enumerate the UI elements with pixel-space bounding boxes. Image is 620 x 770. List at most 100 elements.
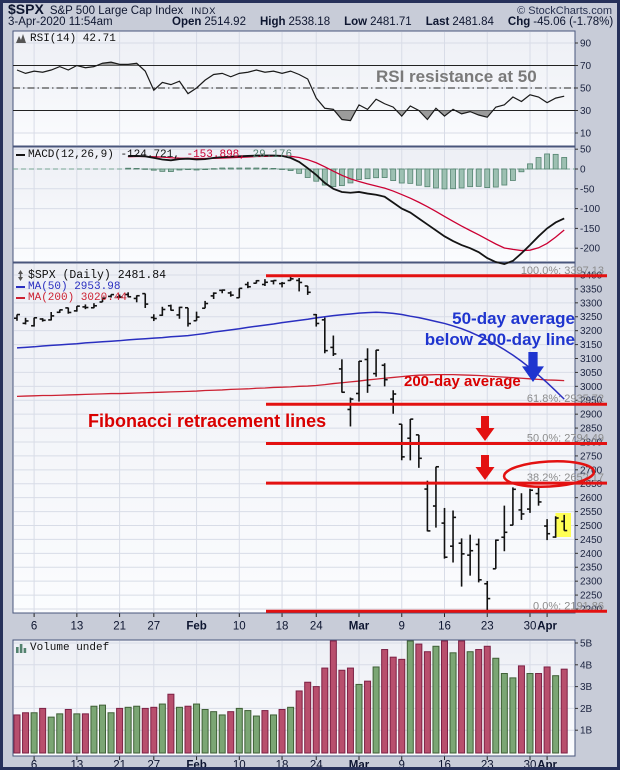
macd-legend-name: MACD(12,26,9) [28,149,114,161]
quote-last: Last 2481.84 [426,16,494,28]
x-axis-label: 6 [31,621,37,633]
volume-bar [56,713,64,754]
y-axis-label: 2250 [580,591,603,602]
volume-bar [321,667,329,754]
ma200-line [16,373,565,398]
macd-hist-bar [509,168,516,181]
y-axis-label: -150 [580,224,600,235]
macd-hist-bar [364,168,371,180]
x-axis-label: 21 [113,760,126,770]
chg-value: -45.06 (-1.78%) [533,16,614,28]
volume-bar [30,712,38,754]
volume-bar [432,645,440,754]
macd-hist-bar [467,168,474,188]
volume-bar [210,711,218,754]
x-axis-label: 30 [524,621,537,633]
volume-bar [99,704,106,754]
y-axis-label: 2900 [580,410,603,421]
y-axis-label: 2850 [580,424,603,435]
macd-hist-bar [176,168,183,171]
quote-low: Low 2481.71 [344,16,412,28]
macd-hist-bar [236,167,243,170]
volume-bar [552,675,560,754]
y-axis-label: -50 [580,184,595,195]
volume-bars-icon [16,644,27,653]
volume-bar [193,703,201,754]
volume-bar [492,657,500,754]
symbol: $SPX [8,1,44,17]
macd-hist-bar [202,168,209,171]
macd-hist-bar [185,168,191,171]
x-axis-label: Feb [186,760,206,770]
rsi-line [16,61,565,122]
volume-bar [150,706,158,754]
fib-label: 61.8%: 2935.72 [527,393,604,405]
macd-value: -124.721, [120,149,180,161]
volume-bar [201,708,209,754]
x-axis-label: 16 [438,760,451,770]
macd-hist-bar [381,168,388,178]
rsi-legend-text: RSI(14) 42.71 [30,33,116,45]
volume-bar [73,713,81,754]
chg-label: Chg [507,16,531,28]
volume-bar [415,643,423,754]
volume-bar [252,715,260,754]
x-axis-label: 24 [310,621,323,633]
ma200-swatch [16,297,25,299]
macd-hist-bar [321,168,328,186]
macd-hist-bar [535,157,542,170]
volume-bar [107,712,115,754]
x-axis-label: 24 [310,760,323,770]
ma200-legend-text: MA(200) 3020.44 [28,292,128,304]
macd-legend: MACD(12,26,9) -124.721, -153.898, 29.176 [16,149,292,161]
macd-hist-bar [441,168,448,190]
macd-hist-bar [501,168,508,186]
volume-bar [184,705,192,754]
volume-bar [81,713,89,754]
volume-bar [338,669,346,754]
y-axis-label: -100 [580,204,600,215]
volume-bar [175,706,183,754]
rsi-indicator-icon [16,34,26,43]
x-axis-label: 13 [70,621,83,633]
macd-hist-bar [253,167,260,170]
volume-bar [475,649,483,754]
x-axis-label: Apr [537,760,557,770]
blue-down-arrow [522,352,544,382]
x-axis-label: Mar [349,621,370,633]
macd-hist-bar [262,167,268,170]
macd-line-swatch [16,154,25,156]
macd-hist-bar [244,167,251,170]
last-label: Last [425,16,450,28]
volume-bar [406,640,414,754]
macd-hist-bar [142,168,149,170]
volume-bar [39,707,47,754]
macd-hist-bar [159,168,166,172]
ma50-line [16,311,565,400]
macd-hist-bar [484,168,491,189]
low-label: Low [344,16,368,28]
volume-bar [372,666,380,754]
volume-bar [398,658,406,754]
header-title-row: $SPX S&P 500 Large Cap Index INDX © Stoc… [8,1,612,17]
macd-hist-bar [390,168,397,182]
volume-bar [509,677,517,754]
index-name: S&P 500 Large Cap Index [49,5,184,17]
rsi-resistance-note: RSI resistance at 50 [376,67,537,86]
macd-hist-bar [450,168,456,190]
spx-legend-text: $SPX (Daily) 2481.84 [28,269,167,282]
x-axis-label: 23 [481,760,494,770]
y-axis-label: -200 [580,244,600,255]
y-axis-label: 2B [580,704,593,715]
fib-label: 0.0%: 2191.86 [533,600,604,612]
y-axis-label: 3000 [580,382,603,393]
x-axis-label: 23 [481,621,494,633]
macd-hist-bar [125,167,132,170]
y-axis-label: 3B [580,682,593,693]
volume-bar [64,708,72,754]
macd-hist-bar [373,168,380,179]
macd-hist-bar [518,168,525,173]
ma50-legend-text: MA(50) 2953.98 [28,281,121,293]
